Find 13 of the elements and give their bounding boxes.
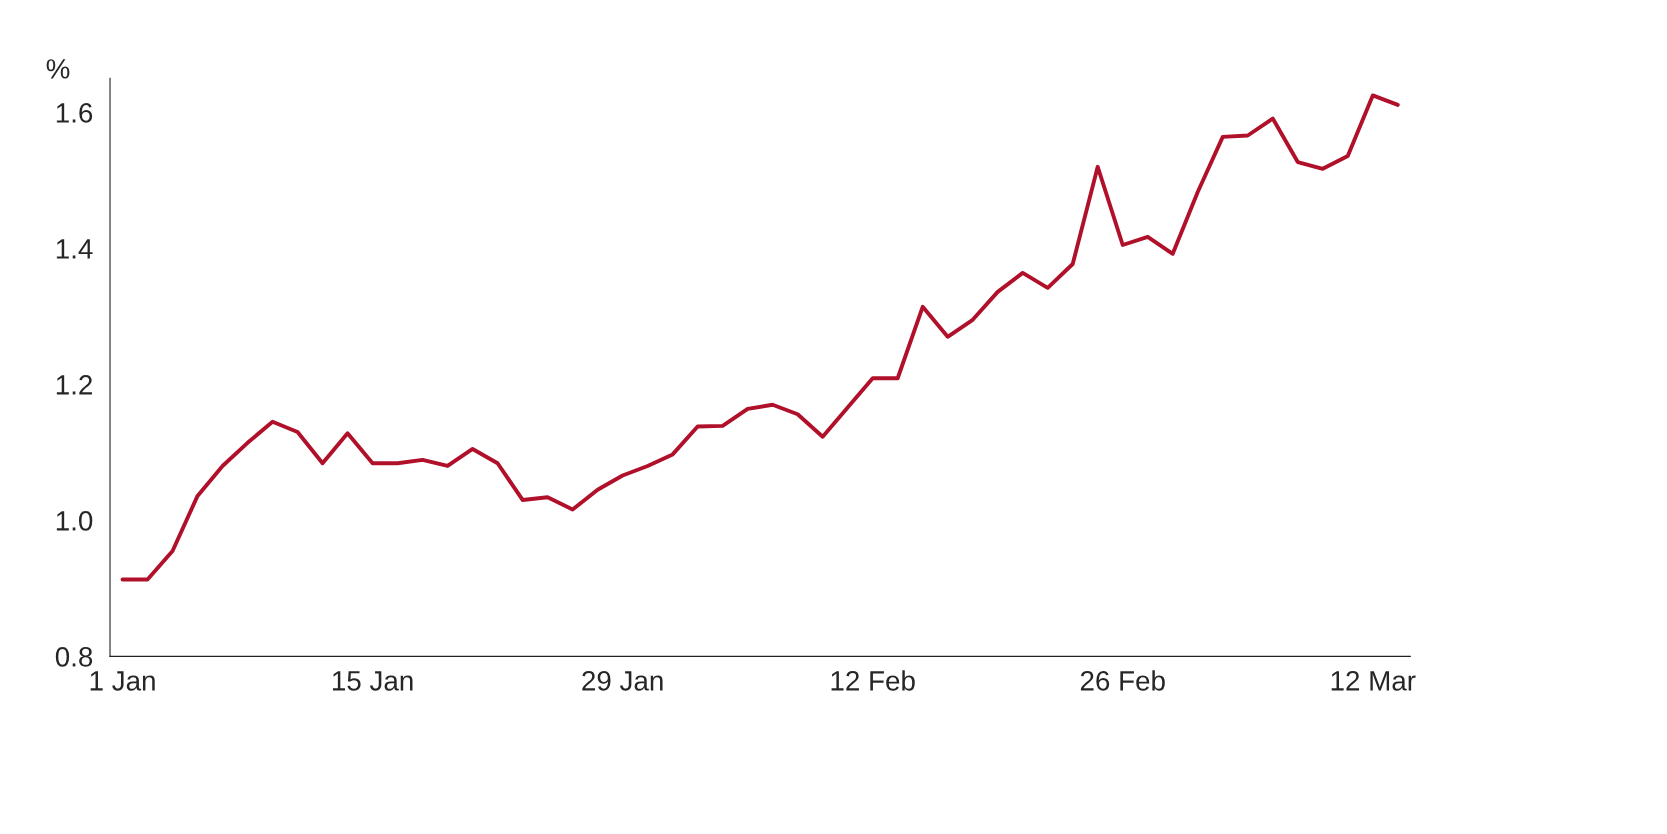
- x-tick-label: 15 Jan: [333, 671, 413, 691]
- y-axis-title: %: [46, 59, 70, 79]
- x-tick-label: 12 Mar: [1331, 670, 1416, 691]
- x-tick-label: 12 Feb: [831, 670, 915, 691]
- line-series: [120, 93, 1400, 582]
- y-tick-label: 1.6: [56, 103, 93, 123]
- y-tick-label: 1.2: [56, 375, 92, 395]
- x-tick-label: 1 Jan: [90, 671, 155, 691]
- y-tick-label: 1.0: [56, 511, 93, 531]
- y-tick-label: 0.8: [55, 647, 93, 667]
- x-tick-label: 26 Feb: [1080, 670, 1165, 691]
- y-tick-label: 1.4: [56, 239, 93, 259]
- x-tick-label: 29 Jan: [582, 670, 663, 691]
